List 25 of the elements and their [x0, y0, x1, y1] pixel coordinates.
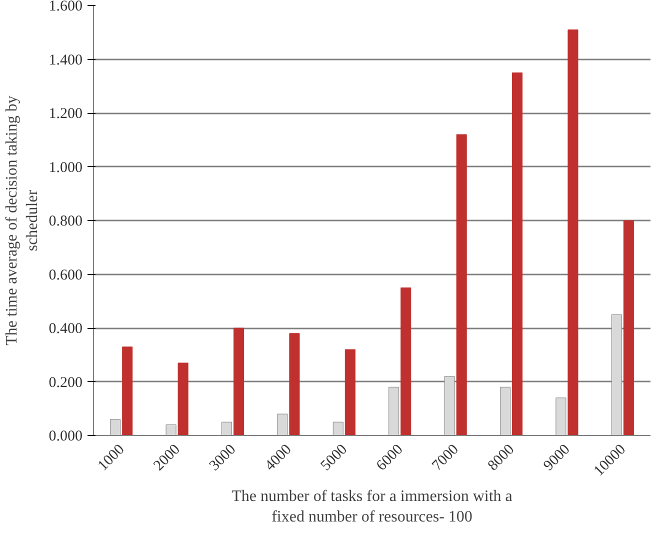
bar — [178, 362, 188, 436]
y-axis-title: The time average of decision taking by scheduler — [3, 96, 41, 346]
y-tick-label: 0.000 — [48, 428, 82, 444]
x-tick-label: 8000 — [485, 442, 518, 474]
y-tick-label: 0.400 — [48, 321, 82, 337]
bar — [400, 287, 412, 436]
bar — [623, 220, 634, 436]
y-tick-label: 0.600 — [48, 267, 82, 284]
y-tick-label: 1.600 — [48, 0, 82, 14]
bar — [512, 72, 523, 436]
bar — [234, 328, 244, 436]
y-tick-label: 1.200 — [48, 106, 82, 122]
bar — [289, 333, 300, 436]
bar — [122, 346, 133, 436]
bar — [568, 29, 578, 436]
x-tick-label: 7000 — [429, 442, 462, 474]
y-tick-label: 0.200 — [48, 374, 82, 391]
x-axis-title: The number of tasks for a immersion with a fixed number of resources- 100 — [232, 488, 512, 526]
bar — [344, 349, 356, 436]
bar — [456, 134, 467, 436]
x-tick-label: 4000 — [262, 442, 295, 474]
y-tick-label: 1.400 — [48, 52, 82, 68]
x-tick-label: 6000 — [374, 442, 406, 474]
y-tick-label: 1.000 — [48, 160, 82, 176]
y-tick-label: 0.800 — [48, 214, 82, 230]
